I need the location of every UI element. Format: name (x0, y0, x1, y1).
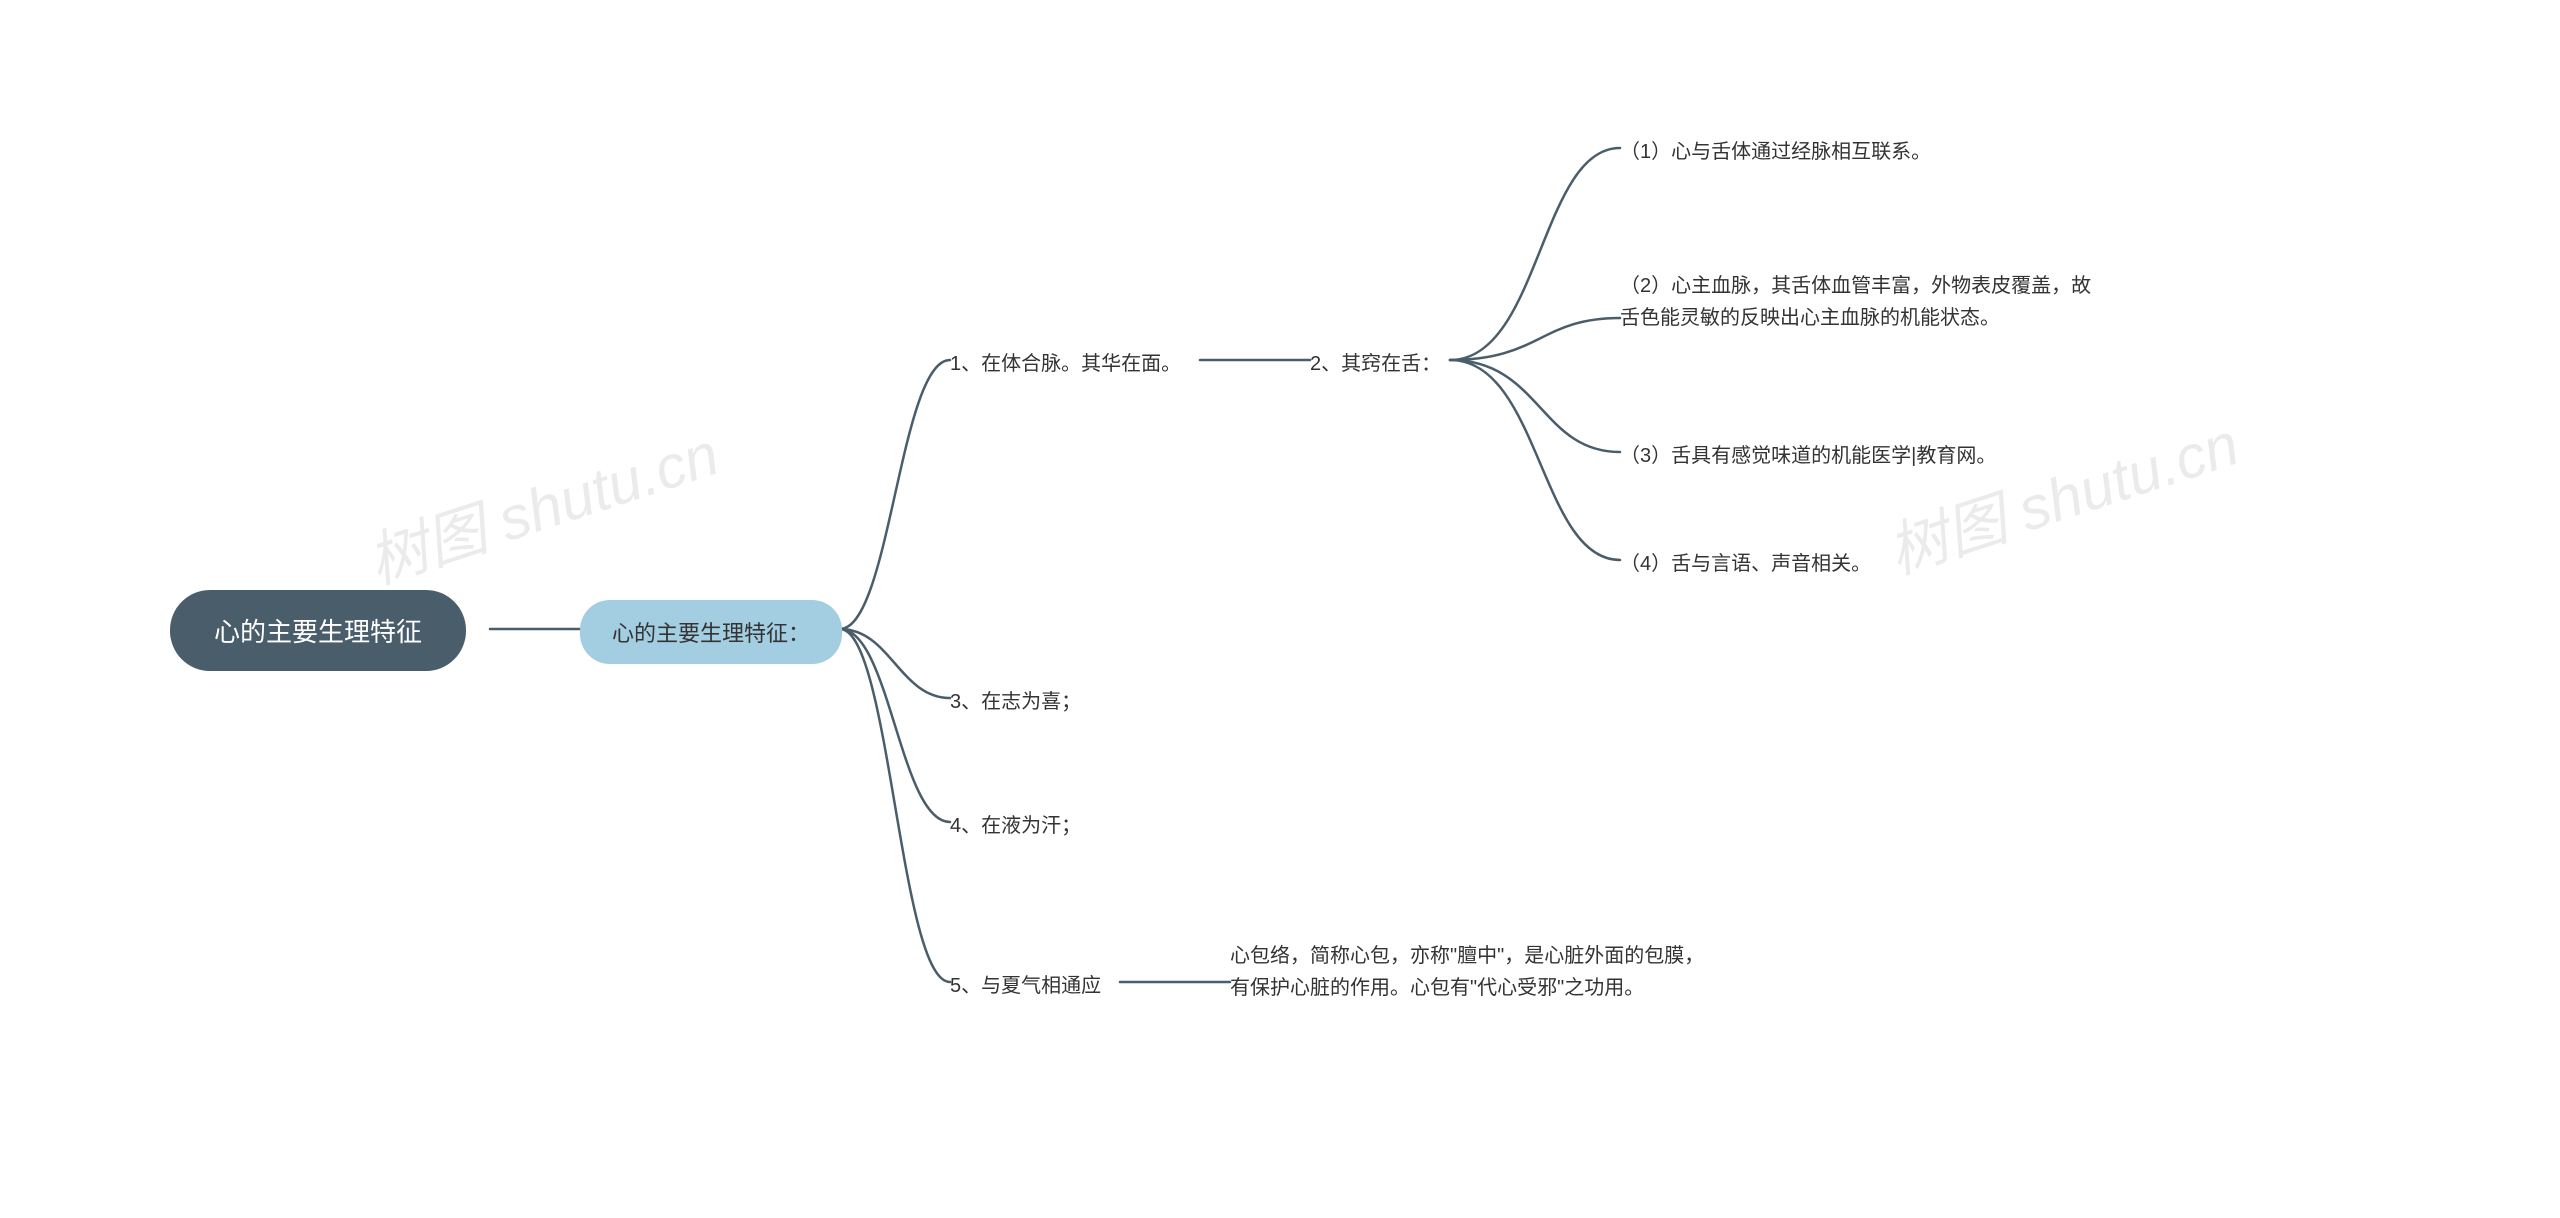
branch-1-gc-2[interactable]: （2）心主血脉，其舌体血管丰富，外物表皮覆盖，故舌色能灵敏的反映出心主血脉的机能… (1620, 270, 2100, 334)
watermark-2: 树图 shutu.cn (1875, 396, 2248, 591)
branch-4[interactable]: 4、在液为汗； (950, 810, 1081, 842)
branch-1-gc-4[interactable]: （4）舌与言语、声音相关。 (1620, 548, 1871, 580)
branch-5-child[interactable]: 心包络，简称心包，亦称"膻中"，是心脏外面的包膜，有保护心脏的作用。心包有"代心… (1230, 940, 1710, 1004)
branch-1-gc-3[interactable]: （3）舌具有感觉味道的机能医学|教育网。 (1620, 440, 1996, 472)
root-node[interactable]: 心的主要生理特征 (170, 590, 466, 671)
watermark-1: 树图 shutu.cn (355, 406, 728, 601)
branch-1-child[interactable]: 2、其窍在舌： (1310, 348, 1441, 380)
branch-1-gc-1[interactable]: （1）心与舌体通过经脉相互联系。 (1620, 136, 1931, 168)
branch-5[interactable]: 5、与夏气相通应 (950, 970, 1101, 1002)
sub-node[interactable]: 心的主要生理特征： (580, 600, 842, 664)
branch-1[interactable]: 1、在体合脉。其华在面。 (950, 348, 1181, 380)
branch-3[interactable]: 3、在志为喜； (950, 686, 1081, 718)
